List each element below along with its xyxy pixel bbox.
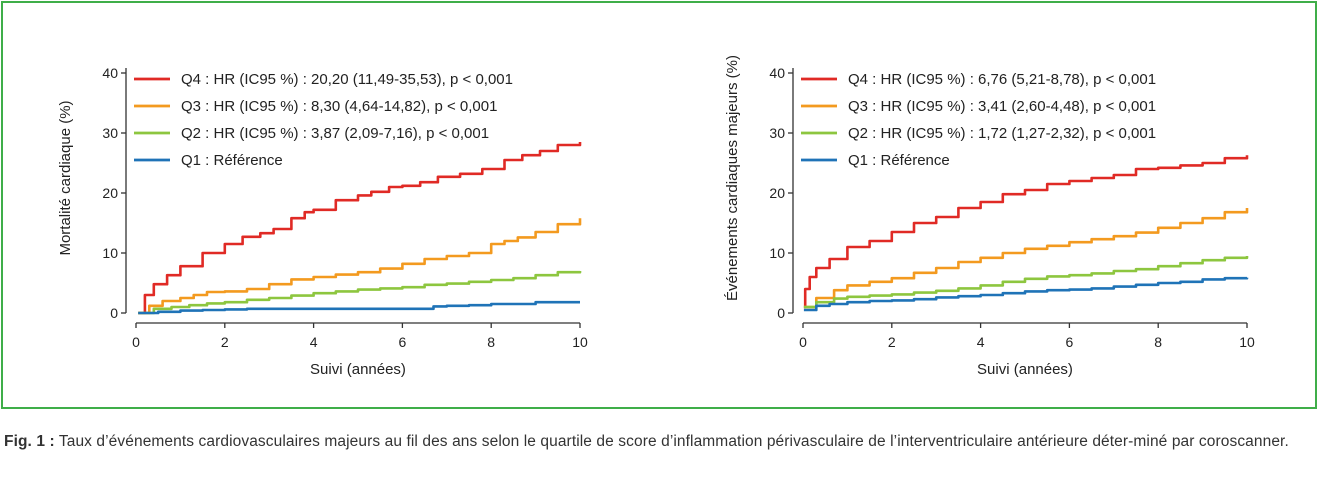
chart1-legend-label-q4: Q4 : HR (IC95 %) : 20,20 (11,49-35,53), …	[181, 71, 513, 88]
chart2-series-line-q3	[803, 208, 1249, 309]
chart1-x-tick-label: 6	[399, 334, 407, 350]
chart1-x-tick-label: 8	[487, 334, 495, 350]
chart2-y-tick-label: 10	[769, 245, 785, 261]
chart1-series-line-q4	[138, 142, 582, 315]
caption-text: Taux d’événements cardiovasculaires maje…	[54, 433, 1289, 450]
chart1-y-tick-label: 20	[102, 185, 118, 201]
chart2-x-tick-label: 10	[1239, 334, 1255, 350]
chart2-y-tick-label: 0	[777, 305, 785, 321]
chart2: 0 10 20 30 40 0 2 4 6 8 10 Suivi (années) Événements…	[724, 55, 1255, 378]
chart2-y-tick-label: 20	[769, 185, 785, 201]
chart1-series-line-q2	[138, 270, 582, 315]
chart1-y-tick-label: 30	[102, 125, 118, 141]
chart1-series-line-q1	[138, 300, 580, 315]
chart2-legend-label-q1: Q1 : Référence	[848, 152, 950, 169]
caption-label: Fig. 1 :	[4, 433, 55, 450]
chart1-x-tick-label: 10	[572, 334, 588, 350]
chart2-x-axis-label: Suivi (années)	[977, 361, 1073, 378]
chart2-legend-label-q2: Q2 : HR (IC95 %) : 1,72 (1,27-2,32), p <…	[848, 125, 1156, 142]
chart1-legend-label-q2: Q2 : HR (IC95 %) : 3,87 (2,09-7,16), p <…	[181, 125, 489, 142]
chart2-series-line-q2	[803, 256, 1249, 309]
chart2-x-tick-label: 4	[977, 334, 985, 350]
chart1-x-tick-label: 0	[132, 334, 140, 350]
chart2-y-axis-label: Événements cardiaques majeurs (%)	[724, 55, 741, 301]
chart1-legend-label-q1: Q1 : Référence	[181, 152, 283, 169]
chart1-y-tick-label: 40	[102, 65, 118, 81]
figure-caption: Fig. 1 : Taux d’événements cardiovascula…	[4, 431, 1304, 453]
chart2-x-tick-label: 8	[1154, 334, 1162, 350]
chart2-x-tick-label: 6	[1066, 334, 1074, 350]
figure-frame	[1, 1, 1317, 409]
chart2-x-tick-label: 2	[888, 334, 896, 350]
chart2-series-line-q1	[803, 276, 1249, 312]
chart1-x-tick-label: 2	[221, 334, 229, 350]
chart1: 0 10 20 30 40 0 2 4 6 8 10 Suivi (années) Mortalité …	[57, 65, 588, 378]
chart1-x-axis-label: Suivi (années)	[310, 361, 406, 378]
chart1-legend-label-q3: Q3 : HR (IC95 %) : 8,30 (4,64-14,82), p …	[181, 98, 497, 115]
chart1-y-tick-label: 0	[110, 305, 118, 321]
chart2-legend-label-q4: Q4 : HR (IC95 %) : 6,76 (5,21-8,78), p <…	[848, 71, 1156, 88]
chart2-x-tick-label: 0	[799, 334, 807, 350]
chart2-y-tick-label: 30	[769, 125, 785, 141]
chart2-series-line-q4	[803, 155, 1249, 309]
chart1-x-tick-label: 4	[310, 334, 318, 350]
chart2-legend-label-q3: Q3 : HR (IC95 %) : 3,41 (2,60-4,48), p <…	[848, 98, 1156, 115]
chart1-series-line-q3	[138, 218, 582, 315]
chart1-y-tick-label: 10	[102, 245, 118, 261]
chart2-y-tick-label: 40	[769, 65, 785, 81]
chart1-y-axis-label: Mortalité cardiaque (%)	[57, 100, 74, 255]
